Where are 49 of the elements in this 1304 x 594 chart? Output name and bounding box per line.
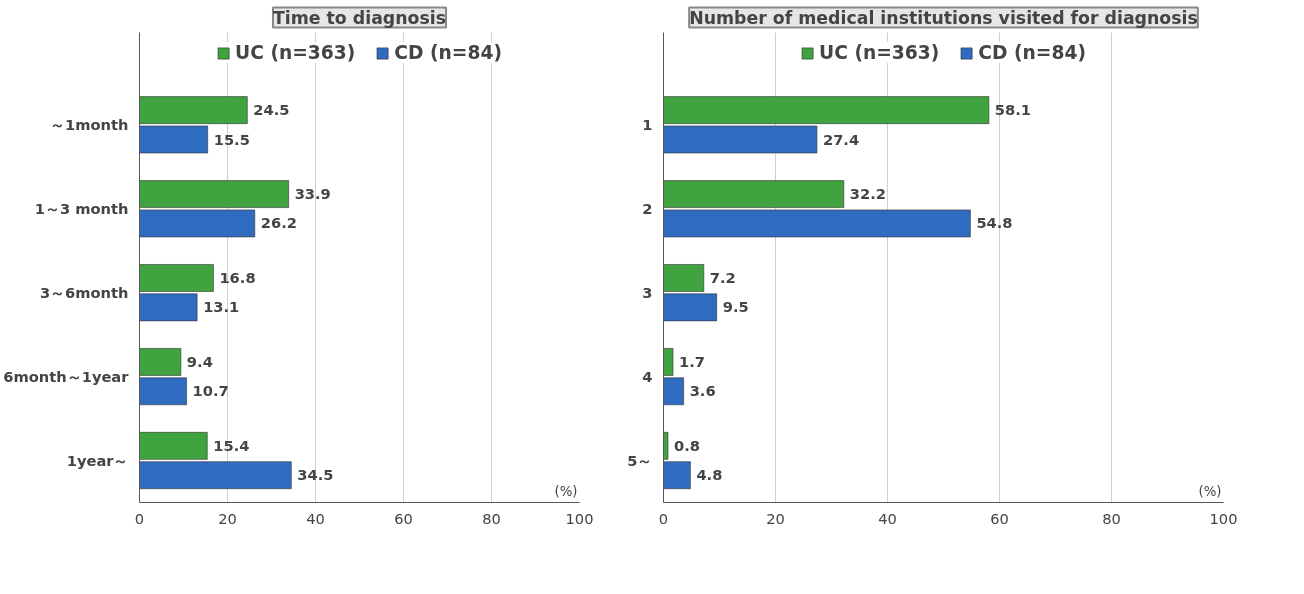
y-tick-label: 6month～1year <box>3 368 130 386</box>
data-label: 34.5 <box>297 466 334 484</box>
legend-label: CD (n=84) <box>394 42 502 63</box>
x-tick-label: 20 <box>218 509 237 527</box>
data-label: 9.4 <box>186 352 213 370</box>
y-tick-label: 2 <box>642 200 653 218</box>
x-tick-label: 100 <box>565 509 594 527</box>
legend-label: CD (n=84) <box>978 42 1086 63</box>
x-tick-label: 40 <box>878 509 897 527</box>
data-label: 26.2 <box>260 214 297 232</box>
data-label: 32.2 <box>849 185 886 203</box>
data-label: 54.8 <box>976 214 1013 232</box>
x-tick-label: 100 <box>1209 509 1238 527</box>
x-tick-label: 20 <box>766 509 785 527</box>
x-tick-label: 60 <box>990 509 1009 527</box>
y-tick-label: 3～6month <box>39 284 129 302</box>
y-tick-label: 4 <box>642 368 653 386</box>
y-tick-label: 1 <box>642 116 653 134</box>
x-tick-label: 0 <box>658 509 669 527</box>
annotation: (%) <box>1198 483 1222 499</box>
x-tick-label: 80 <box>1102 509 1121 527</box>
data-label: 4.8 <box>696 466 723 484</box>
data-label: 15.4 <box>213 436 250 454</box>
x-tick-label: 80 <box>482 509 501 527</box>
annotation: (%) <box>554 483 578 499</box>
data-label: 27.4 <box>822 130 860 148</box>
legend-label: UC (n=363) <box>235 42 356 63</box>
data-label: 0.8 <box>673 436 700 454</box>
legend-label: UC (n=363) <box>819 42 940 63</box>
x-tick-label: 0 <box>134 509 145 527</box>
data-label: 1.7 <box>679 352 705 370</box>
y-tick-label: 5～ <box>627 452 653 470</box>
data-label: 13.1 <box>203 298 240 316</box>
x-tick-label: 60 <box>394 509 413 527</box>
data-label: 58.1 <box>994 101 1032 119</box>
data-label: 24.5 <box>253 101 290 119</box>
data-label: 3.6 <box>689 382 716 400</box>
y-tick-label: 1year～ <box>66 452 129 470</box>
data-label: 15.5 <box>213 130 250 148</box>
data-label: 10.7 <box>192 382 229 400</box>
data-label: 9.5 <box>722 298 749 316</box>
y-tick-label: ～1month <box>50 116 129 134</box>
y-tick-label: 1～3 month <box>34 200 129 218</box>
chart-title: Number of medical institutions visited for diagnosis <box>689 7 1198 28</box>
y-tick-label: 3 <box>642 284 653 302</box>
data-label: 16.8 <box>219 268 256 286</box>
data-label: 7.2 <box>709 268 736 286</box>
data-label: 33.9 <box>294 185 331 203</box>
x-tick-label: 40 <box>306 509 325 527</box>
